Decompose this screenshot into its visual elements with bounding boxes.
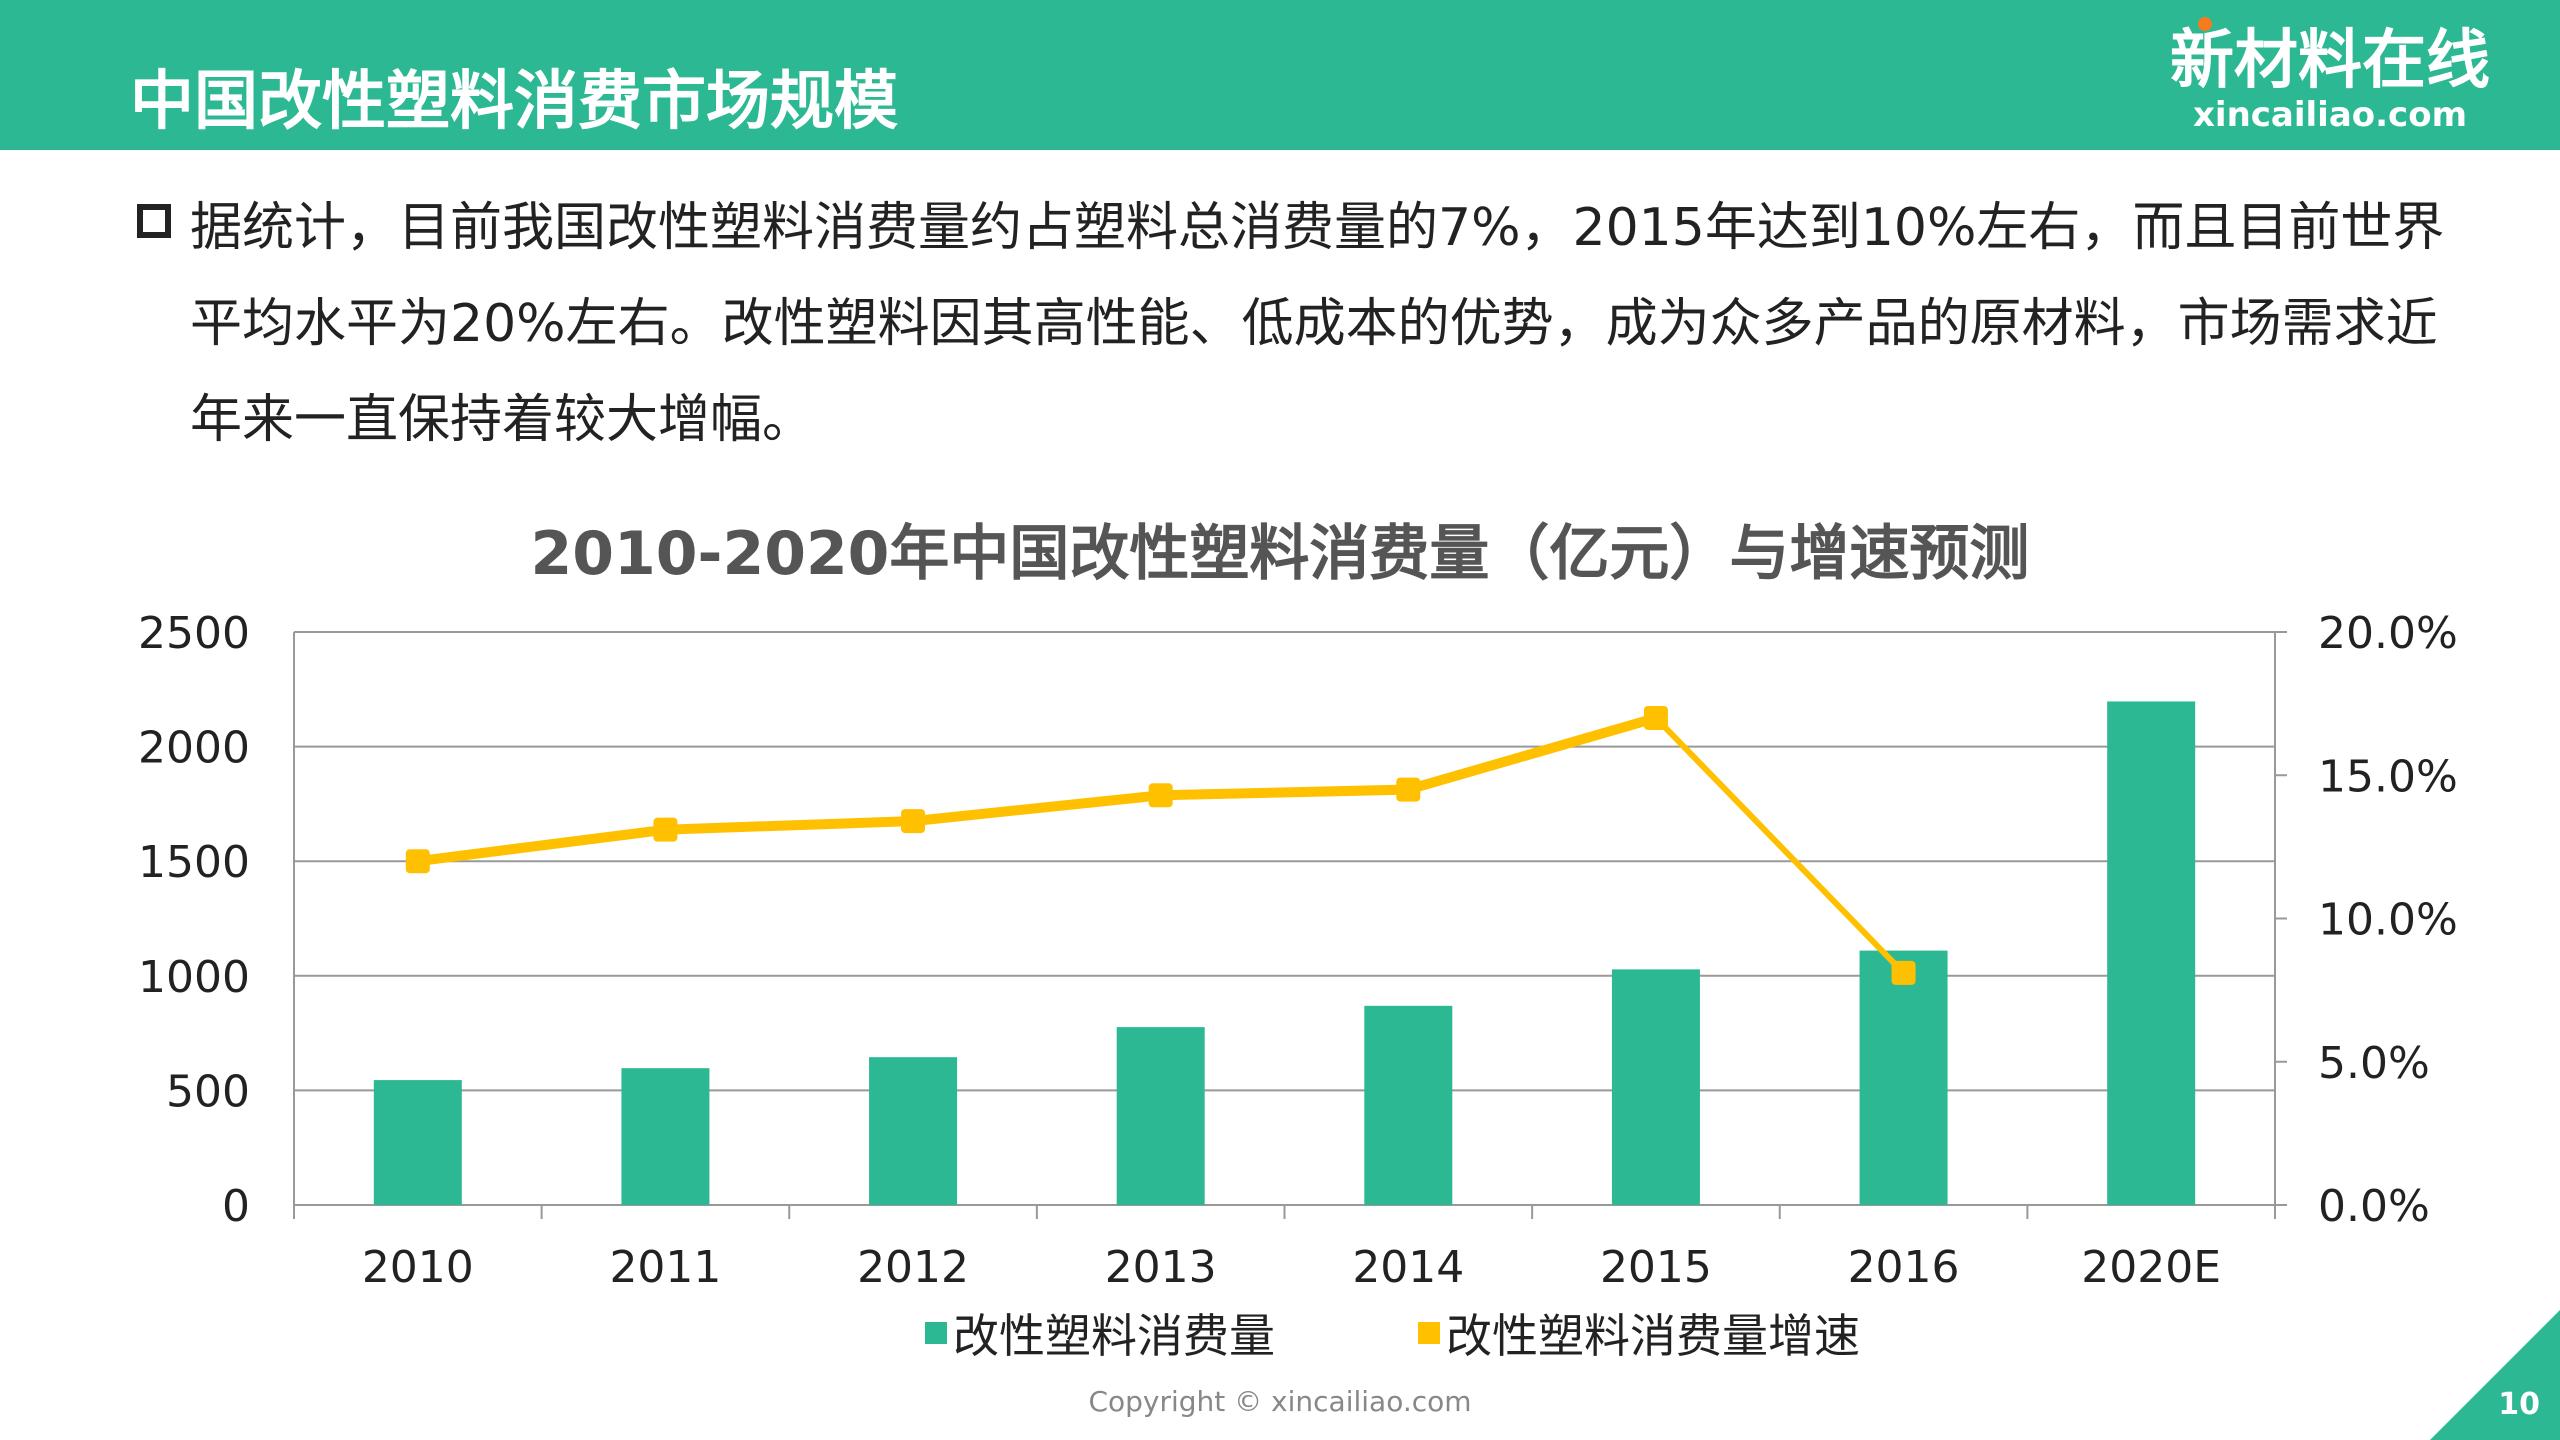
copyright: Copyright © xincailiao.com — [1088, 1385, 1472, 1418]
y-left-tick-label: 2000 — [138, 723, 250, 774]
bar — [1364, 1005, 1453, 1205]
logo: 新材料在线 xincailiao.com — [2170, 17, 2490, 135]
bar — [869, 1057, 958, 1205]
x-tick-label: 2011 — [609, 1242, 721, 1293]
line-marker — [901, 809, 926, 834]
y-right-tick-label: 5.0% — [2318, 1038, 2430, 1089]
legend-bar: 改性塑料消费量 — [925, 1300, 1275, 1366]
line-segment — [665, 816, 914, 835]
page-title: 中国改性塑料消费市场规模 — [130, 65, 898, 139]
square-bullet-icon — [137, 204, 171, 238]
legend-line: 改性塑料消费量增速 — [1418, 1300, 1860, 1366]
y-right-tick-label: 10.0% — [2318, 895, 2458, 946]
line-marker — [1891, 960, 1916, 985]
line-segment — [417, 824, 667, 867]
line-segment — [1160, 784, 1409, 801]
x-tick-label: 2016 — [1848, 1242, 1960, 1293]
legend-bar-swatch — [925, 1322, 947, 1344]
header-bar: 中国改性塑料消费市场规模 新材料在线 xincailiao.com — [0, 0, 2560, 150]
y-left-tick-label: 1500 — [138, 837, 250, 888]
x-tick-label: 2015 — [1600, 1242, 1712, 1293]
legend-line-swatch — [1418, 1322, 1440, 1344]
logo-text-en: xincailiao.com — [2192, 95, 2467, 135]
legend-bar-label: 改性塑料消费量 — [953, 1309, 1275, 1363]
y-left-tick-label: 0 — [222, 1181, 250, 1232]
line-marker — [653, 817, 678, 842]
x-tick-label: 2013 — [1105, 1242, 1217, 1293]
line-segment — [912, 790, 1162, 827]
y-right-tick-label: 20.0% — [2318, 608, 2458, 659]
bar — [373, 1080, 462, 1205]
line-marker — [405, 849, 430, 874]
bar — [621, 1068, 710, 1205]
line-marker — [1148, 783, 1173, 808]
legend-line-label: 改性塑料消费量增速 — [1446, 1309, 1860, 1363]
body-paragraph: 据统计，目前我国改性塑料消费量约占塑料总消费量的7%，2015年达到10%左右，… — [190, 198, 2445, 450]
chart-title: 2010-2020年中国改性塑料消费量（亿元）与增速预测 — [530, 519, 2030, 589]
y-left-tick-label: 500 — [166, 1066, 250, 1117]
y-left-tick-label: 1000 — [138, 952, 250, 1003]
y-right-tick-label: 15.0% — [2318, 751, 2458, 802]
bar — [1859, 950, 1948, 1205]
y-left-tick-label: 2500 — [138, 608, 250, 659]
x-tick-label: 2012 — [857, 1242, 969, 1293]
x-tick-label: 2014 — [1352, 1242, 1464, 1293]
line-marker — [1643, 705, 1668, 730]
logo-dot-icon — [2198, 17, 2212, 31]
logo-text-cn: 新材料在线 — [2170, 24, 2490, 98]
bar — [1611, 969, 1700, 1205]
x-tick-label: 2010 — [362, 1242, 474, 1293]
x-tick-label: 2020E — [2081, 1242, 2221, 1293]
line-segment — [1653, 715, 1906, 976]
page-number: 10 — [2498, 1387, 2540, 1422]
bar — [1116, 1027, 1205, 1205]
y-right-tick-label: 0.0% — [2318, 1181, 2430, 1232]
bar — [2107, 701, 2196, 1205]
line-marker — [1396, 777, 1421, 802]
line-segment — [1406, 713, 1658, 795]
page-corner — [2430, 1310, 2560, 1440]
